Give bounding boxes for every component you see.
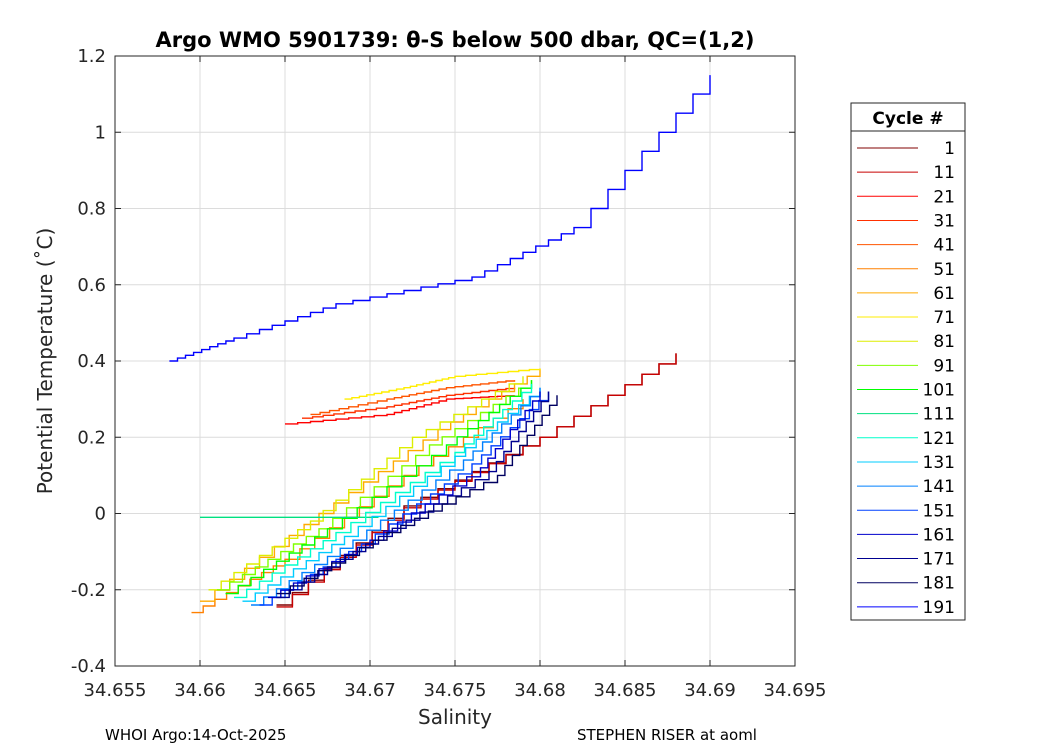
- series-line-21: [285, 395, 516, 425]
- y-axis-label: Potential Temperature (˚C): [33, 228, 57, 495]
- y-tick-label: 1: [95, 122, 106, 143]
- footer-right: STEPHEN RISER at aoml: [577, 726, 757, 744]
- legend-label-131: 131: [923, 453, 955, 473]
- x-tick-label: 34.67: [344, 680, 396, 701]
- series-line-191: [169, 75, 711, 362]
- series-line-141: [251, 387, 541, 606]
- x-tick-label: 34.66: [174, 680, 226, 701]
- legend-label-51: 51: [933, 260, 955, 280]
- y-tick-label: 1.2: [77, 46, 106, 67]
- series-line-41: [310, 380, 516, 416]
- x-tick-label: 34.69: [684, 680, 736, 701]
- series-line-71: [344, 368, 541, 400]
- y-tick-label: 0: [95, 504, 106, 525]
- y-tick-label: 0.2: [77, 427, 106, 448]
- legend: Cycle # 11121314151617181911011111211311…: [850, 102, 966, 621]
- series-line-151: [259, 391, 550, 606]
- x-tick-label: 34.655: [84, 680, 147, 701]
- legend-items: 1112131415161718191101111121131141151161…: [857, 139, 955, 618]
- y-tick-label: -0.2: [71, 580, 106, 601]
- x-tick-label: 34.665: [254, 680, 317, 701]
- footer-left: WHOI Argo:14-Oct-2025: [105, 726, 286, 744]
- series-line-131: [242, 387, 541, 602]
- legend-label-91: 91: [933, 356, 955, 376]
- legend-label-141: 141: [923, 477, 955, 497]
- series-line-91: [217, 380, 533, 591]
- chart-title: Argo WMO 5901739: θ-S below 500 dbar, QC…: [156, 28, 755, 52]
- series-line-181: [276, 395, 558, 595]
- x-tick-label: 34.68: [514, 680, 566, 701]
- legend-label-171: 171: [923, 550, 955, 570]
- x-axis-label: Salinity: [418, 705, 492, 729]
- axis-ticks: 34.655 34.66 34.665 34.67 34.675 34.68 34.685 3…: [71, 46, 827, 701]
- legend-label-81: 81: [933, 332, 955, 352]
- legend-label-11: 11: [933, 163, 955, 183]
- legend-label-61: 61: [933, 284, 955, 304]
- series-line-171: [276, 391, 550, 599]
- y-tick-label: 0.4: [77, 351, 106, 372]
- series-line-161: [268, 391, 541, 599]
- series-line-101: [225, 380, 533, 595]
- series-line-81: [208, 376, 524, 591]
- y-tick-label: 0.8: [77, 199, 106, 220]
- plot-area: [169, 75, 711, 614]
- y-tick-label: -0.4: [71, 656, 106, 677]
- legend-label-161: 161: [923, 525, 955, 545]
- x-tick-label: 34.685: [594, 680, 657, 701]
- x-tick-label: 34.695: [764, 680, 827, 701]
- legend-label-71: 71: [933, 308, 955, 328]
- legend-label-1: 1: [944, 139, 955, 159]
- y-tick-label: 0.6: [77, 275, 106, 296]
- legend-label-121: 121: [923, 429, 955, 449]
- x-tick-label: 34.675: [424, 680, 487, 701]
- legend-label-41: 41: [933, 236, 955, 256]
- series-line-31: [302, 387, 516, 419]
- legend-label-101: 101: [923, 381, 955, 401]
- legend-label-181: 181: [923, 574, 955, 594]
- legend-box: [850, 102, 966, 621]
- legend-label-31: 31: [933, 211, 955, 231]
- legend-label-21: 21: [933, 187, 955, 207]
- legend-label-111: 111: [923, 405, 955, 425]
- series-line-121: [234, 383, 533, 599]
- legend-label-151: 151: [923, 501, 955, 521]
- legend-label-191: 191: [923, 598, 955, 618]
- legend-title: Cycle #: [872, 109, 943, 129]
